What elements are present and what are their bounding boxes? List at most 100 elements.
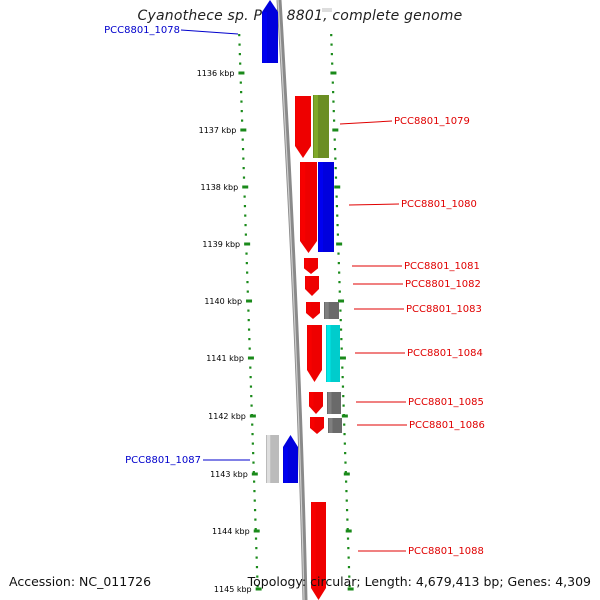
left-tick-dot [249, 385, 253, 388]
right-tick-dot [344, 471, 347, 474]
right-tick-dot [344, 452, 347, 455]
track-highlight [314, 95, 318, 158]
left-tick-dot [240, 91, 243, 94]
left-tick-dot [249, 366, 252, 369]
right-tick-dot [333, 138, 336, 141]
gene-label-leader [348, 203, 400, 206]
right-tick-dot [332, 100, 335, 103]
left-tick-dot [247, 309, 250, 312]
gene-highlight [305, 258, 309, 269]
left-tick-dot [255, 547, 258, 550]
right-major-tick [339, 356, 346, 360]
left-tick-dot [248, 347, 251, 350]
gene-label: PCC8801_1080 [401, 199, 477, 210]
left-tick-dot [242, 157, 245, 160]
right-tick-dot [339, 309, 342, 312]
left-major-tick [247, 356, 254, 360]
kbp-label: 1143 kbp [210, 470, 248, 479]
left-tick-dot [244, 224, 247, 227]
left-tick-dot [255, 566, 259, 569]
track-highlight [325, 302, 329, 319]
gene-highlight [307, 302, 311, 314]
kbp-label: 1140 kbp [204, 297, 242, 306]
right-tick-dot [334, 167, 337, 170]
left-tick-dot [240, 100, 243, 103]
right-major-tick [330, 71, 337, 75]
right-major-tick [345, 529, 352, 533]
left-tick-dot [254, 537, 258, 540]
right-tick-dot [344, 461, 347, 464]
left-tick-dot [251, 442, 254, 445]
gene-label: PCC8801_1086 [409, 420, 485, 431]
right-tick-dot [347, 566, 351, 569]
left-tick-dot [251, 433, 254, 436]
right-tick-dot [341, 376, 344, 379]
gene-label: PCC8801_1084 [407, 348, 483, 359]
gene-label: PCC8801_1085 [408, 397, 484, 408]
right-tick-dot [334, 176, 338, 179]
left-tick-dot [254, 518, 257, 521]
left-tick-dot [248, 338, 251, 341]
track-highlight [327, 325, 331, 382]
gene-label: PCC8801_1079 [394, 116, 470, 127]
right-tick-dot [336, 233, 339, 236]
gene-highlight [284, 447, 288, 483]
left-tick-dot [241, 148, 245, 151]
kbp-label: 1138 kbp [201, 183, 239, 192]
left-tick-dot [240, 110, 243, 113]
right-tick-dot [340, 347, 343, 350]
left-tick-dot [247, 328, 251, 331]
left-tick-dot [246, 281, 249, 284]
left-tick-dot [239, 81, 242, 84]
left-tick-dot [238, 34, 241, 37]
left-tick-dot [253, 509, 257, 512]
gene-label: PCC8801_1081 [404, 261, 480, 272]
left-tick-dot [241, 138, 244, 141]
right-tick-dot [348, 575, 351, 578]
right-tick-dot [339, 328, 343, 331]
accession-text: Accession: NC_011726 [9, 574, 152, 589]
left-tick-dot [243, 205, 247, 208]
track-highlight [328, 392, 332, 414]
left-tick-dot [250, 395, 253, 398]
right-tick-dot [342, 404, 345, 407]
right-tick-dot [337, 262, 340, 265]
gene-label-leader [339, 120, 393, 125]
right-tick-dot [330, 43, 333, 46]
right-tick-dot [332, 110, 335, 113]
right-major-tick [341, 414, 348, 418]
left-tick-dot [242, 167, 245, 170]
kbp-label: 1141 kbp [206, 354, 244, 363]
left-tick-dot [247, 319, 250, 322]
left-tick-dot [244, 214, 247, 217]
left-tick-dot [245, 262, 248, 265]
right-tick-dot [345, 490, 348, 493]
gene-highlight [310, 392, 314, 407]
backbone-line [276, 0, 308, 600]
right-tick-dot [343, 442, 346, 445]
right-major-tick [334, 185, 341, 189]
right-tick-dot [343, 423, 346, 426]
right-tick-dot [335, 195, 338, 198]
right-tick-dot [330, 34, 333, 37]
right-tick-dot [331, 81, 334, 84]
left-tick-dot [249, 376, 252, 379]
right-tick-dot [341, 385, 345, 388]
left-tick-dot [251, 423, 254, 426]
left-tick-dot [238, 43, 241, 46]
left-tick-dot [253, 480, 256, 483]
right-major-tick [347, 587, 354, 591]
kbp-label: 1136 kbp [197, 69, 235, 78]
right-tick-dot [347, 547, 350, 550]
right-tick-dot [332, 119, 336, 122]
right-tick-dot [330, 53, 333, 56]
left-tick-dot [246, 290, 249, 293]
right-tick-dot [331, 62, 334, 65]
kbp-label: 1137 kbp [199, 126, 237, 135]
left-tick-dot [244, 233, 247, 236]
right-major-tick [336, 242, 343, 246]
right-rail-cap [322, 8, 332, 12]
right-tick-dot [337, 252, 340, 255]
kbp-label: 1145 kbp [214, 585, 252, 594]
backbone-highlight [277, 0, 305, 600]
